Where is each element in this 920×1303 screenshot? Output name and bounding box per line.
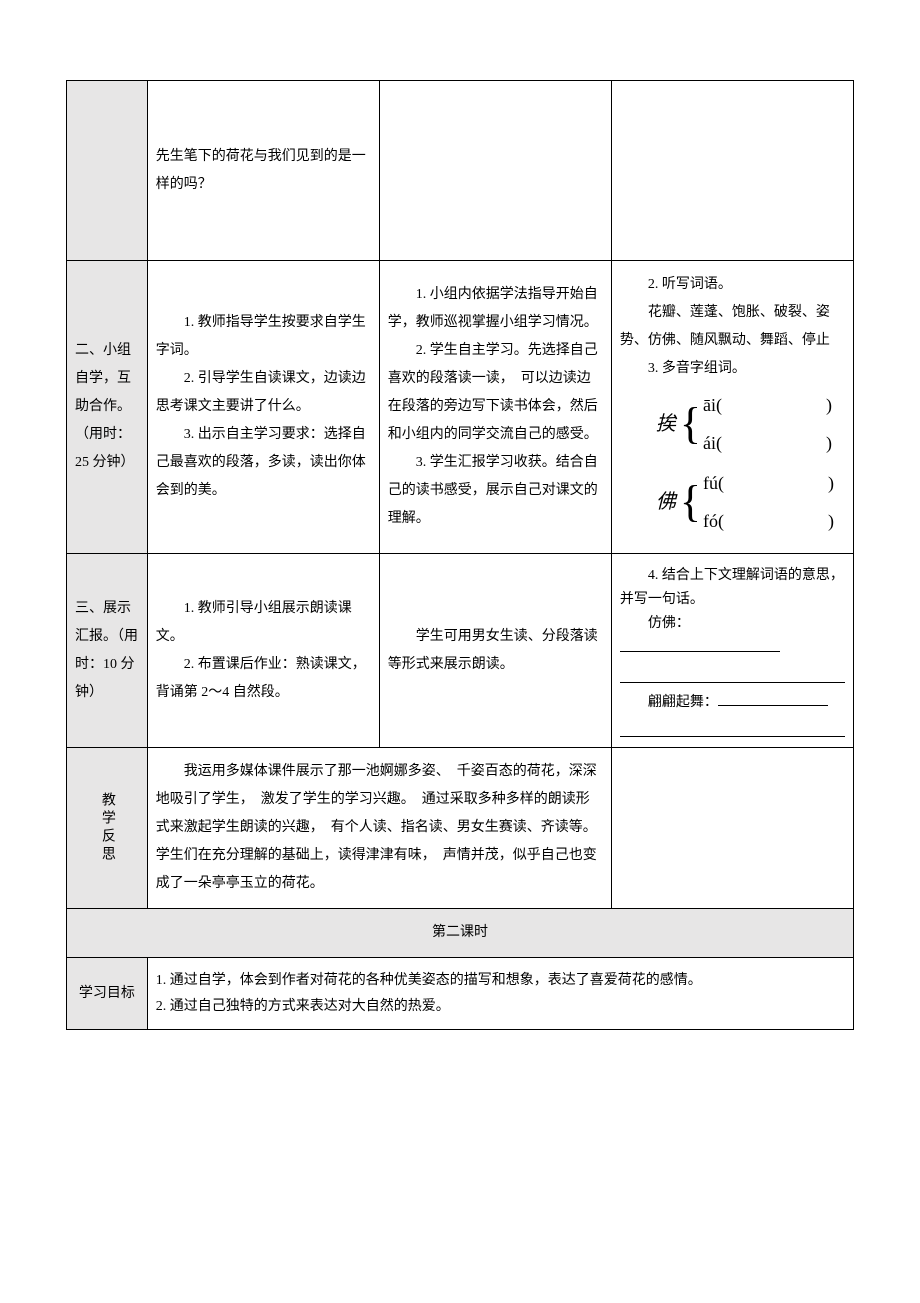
paragraph: 2. 学生自主学习。先选择自己喜欢的段落读一读， 可以边读边在段落的旁边写下读书… [388, 337, 603, 449]
hanzi-char: 佛 [656, 482, 676, 522]
objectives-cell: 1. 通过自学，体会到作者对荷花的各种优美姿态的描写和想象，表达了喜爱荷花的感情… [147, 958, 853, 1029]
word-label: 仿佛： [648, 616, 690, 631]
paragraph: 1. 教师指导学生按要求自学生字词。 [156, 309, 371, 365]
hanzi-char: 挨 [656, 404, 676, 444]
student-cell [379, 81, 611, 261]
paragraph: 3. 学生汇报学习收获。结合自己的读书感受，展示自己对课文的理解。 [388, 449, 603, 533]
row-label-cell [67, 81, 148, 261]
pinyin-options: fú( ) fó( ) [703, 465, 834, 539]
pinyin-text: ái( [703, 425, 722, 461]
paragraph: 1. 教师引导小组展示朗读课文。 [156, 595, 371, 651]
paragraph: 花瓣、莲蓬、饱胀、破裂、姿势、仿佛、随风飘动、舞蹈、停止 [620, 299, 845, 355]
section-header-cell: 第二课时 [67, 909, 854, 958]
notes-cell: 2. 听写词语。 花瓣、莲蓬、饱胀、破裂、姿势、仿佛、随风飘动、舞蹈、停止 3.… [611, 261, 853, 554]
close-paren: ) [828, 503, 834, 539]
row-label-cell: 学习目标 [67, 958, 148, 1029]
empty-cell [611, 748, 853, 909]
student-cell: 学生可用男女生读、分段落读等形式来展示朗读。 [379, 554, 611, 748]
paragraph: 2. 布置课后作业：熟读课文，背诵第 2～4 自然段。 [156, 651, 371, 707]
teacher-cell: 1. 教师引导小组展示朗读课文。 2. 布置课后作业：熟读课文，背诵第 2～4 … [147, 554, 379, 748]
table-row: 三、展示汇报。（用时：10 分钟） 1. 教师引导小组展示朗读课文。 2. 布置… [67, 554, 854, 748]
paragraph: 学生可用男女生读、分段落读等形式来展示朗读。 [388, 623, 603, 679]
section-title: 第二课时 [432, 925, 488, 940]
paragraph: 3. 出示自主学习要求：选择自己最喜欢的段落，多读，读出你体会到的美。 [156, 421, 371, 505]
objective-line: 1. 通过自学，体会到作者对荷花的各种优美姿态的描写和想象，表达了喜爱荷花的感情… [156, 968, 845, 993]
paragraph: 4. 结合上下文理解词语的意思，并写一句话。 [620, 564, 845, 612]
table-row: 学习目标 1. 通过自学，体会到作者对荷花的各种优美姿态的描写和想象，表达了喜爱… [67, 958, 854, 1029]
blank-underline [620, 661, 845, 683]
close-paren: ) [826, 387, 832, 423]
paragraph: 先生笔下的荷花与我们见到的是一样的吗？ [156, 143, 371, 199]
close-paren: ) [828, 465, 834, 501]
word-label: 翩翩起舞： [648, 695, 718, 710]
row-label: 学习目标 [79, 986, 135, 1001]
row-label-cell: 教学反思 [67, 748, 148, 909]
fill-line: 仿佛： [620, 612, 845, 661]
pinyin-text: āi( [703, 387, 722, 423]
polyphone-group: 挨 { āi( ) ái( ) [656, 387, 845, 461]
row-label: 三、展示汇报。（用时：10 分钟） [75, 601, 138, 700]
paragraph: 1. 小组内依据学法指导开始自学，教师巡视掌握小组学习情况。 [388, 281, 603, 337]
pinyin-options: āi( ) ái( ) [703, 387, 832, 461]
row-label: 教学反思 [100, 792, 115, 864]
fill-line: 翩翩起舞： [620, 689, 845, 715]
paragraph: 我运用多媒体课件展示了那一池婀娜多姿、 千姿百态的荷花，深深地吸引了学生， 激发… [156, 758, 603, 898]
teacher-cell: 1. 教师指导学生按要求自学生字词。 2. 引导学生自读课文，边读边思考课文主要… [147, 261, 379, 554]
reflection-cell: 我运用多媒体课件展示了那一池婀娜多姿、 千姿百态的荷花，深深地吸引了学生， 激发… [147, 748, 611, 909]
paragraph: 2. 听写词语。 [620, 271, 845, 299]
pinyin-text: fó( [703, 503, 724, 539]
pinyin-text: fú( [703, 465, 724, 501]
paragraph: 3. 多音字组词。 [620, 355, 845, 383]
table-row: 第二课时 [67, 909, 854, 958]
table-row: 教学反思 我运用多媒体课件展示了那一池婀娜多姿、 千姿百态的荷花，深深地吸引了学… [67, 748, 854, 909]
row-label-cell: 二、小组自学，互助合作。（用时：25 分钟） [67, 261, 148, 554]
document-page: 先生笔下的荷花与我们见到的是一样的吗？ 二、小组自学，互助合作。（用时：25 分… [0, 0, 920, 1070]
brace-icon: { [680, 402, 701, 446]
close-paren: ) [826, 425, 832, 461]
table-row: 二、小组自学，互助合作。（用时：25 分钟） 1. 教师指导学生按要求自学生字词… [67, 261, 854, 554]
row-label-cell: 三、展示汇报。（用时：10 分钟） [67, 554, 148, 748]
blank-underline [718, 689, 828, 706]
objective-line: 2. 通过自己独特的方式来表达对大自然的热爱。 [156, 994, 845, 1019]
paragraph: 2. 引导学生自读课文，边读边思考课文主要讲了什么。 [156, 365, 371, 421]
brace-icon: { [680, 480, 701, 524]
notes-cell [611, 81, 853, 261]
teacher-cell: 先生笔下的荷花与我们见到的是一样的吗？ [147, 81, 379, 261]
notes-cell: 4. 结合上下文理解词语的意思，并写一句话。 仿佛： 翩翩起舞： [611, 554, 853, 748]
blank-underline [620, 635, 780, 652]
table-row: 先生笔下的荷花与我们见到的是一样的吗？ [67, 81, 854, 261]
row-label: 二、小组自学，互助合作。（用时：25 分钟） [75, 343, 135, 470]
blank-underline [620, 715, 845, 737]
student-cell: 1. 小组内依据学法指导开始自学，教师巡视掌握小组学习情况。 2. 学生自主学习… [379, 261, 611, 554]
lesson-plan-table: 先生笔下的荷花与我们见到的是一样的吗？ 二、小组自学，互助合作。（用时：25 分… [66, 80, 854, 1030]
polyphone-group: 佛 { fú( ) fó( ) [656, 465, 845, 539]
